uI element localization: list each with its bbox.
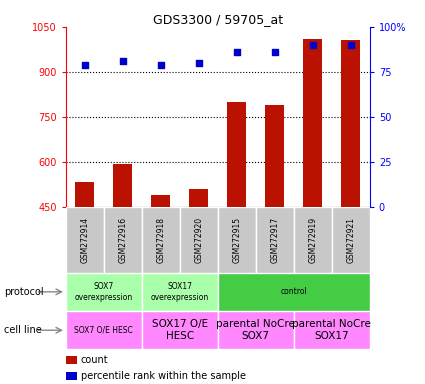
Bar	[256, 207, 294, 273]
Bar	[303, 39, 322, 207]
Text: GSM272916: GSM272916	[118, 217, 127, 263]
Bar	[218, 207, 256, 273]
Text: count: count	[81, 355, 108, 365]
Point	[119, 58, 126, 64]
Point	[347, 42, 354, 48]
Point	[233, 49, 240, 55]
Point	[272, 49, 278, 55]
Text: protocol: protocol	[4, 287, 44, 297]
Bar	[75, 182, 94, 207]
Text: GSM272919: GSM272919	[308, 217, 317, 263]
Text: parental NoCre
SOX17: parental NoCre SOX17	[292, 319, 371, 341]
Text: percentile rank within the sample: percentile rank within the sample	[81, 371, 246, 381]
Point	[82, 62, 88, 68]
Bar	[332, 207, 370, 273]
Bar	[142, 273, 218, 311]
Bar	[218, 311, 294, 349]
Bar	[180, 207, 218, 273]
Text: SOX17 O/E
HESC: SOX17 O/E HESC	[152, 319, 208, 341]
Text: SOX7
overexpression: SOX7 overexpression	[75, 282, 133, 301]
Bar	[66, 311, 142, 349]
Bar	[227, 102, 246, 207]
Point	[157, 62, 164, 68]
Point	[309, 42, 316, 48]
Bar	[189, 189, 208, 207]
Text: GSM272915: GSM272915	[232, 217, 241, 263]
Text: SOX17
overexpression: SOX17 overexpression	[151, 282, 209, 301]
Bar	[294, 207, 332, 273]
Bar	[66, 207, 104, 273]
Bar	[142, 207, 180, 273]
Bar	[113, 164, 132, 207]
Bar	[265, 105, 284, 207]
Text: SOX7 O/E HESC: SOX7 O/E HESC	[74, 326, 133, 335]
Bar	[104, 207, 142, 273]
Text: GSM272921: GSM272921	[346, 217, 355, 263]
Bar	[218, 273, 370, 311]
Text: cell line: cell line	[4, 325, 42, 335]
Bar	[151, 195, 170, 207]
Text: GSM272917: GSM272917	[270, 217, 279, 263]
Text: GSM272920: GSM272920	[194, 217, 203, 263]
Text: GSM272918: GSM272918	[156, 217, 165, 263]
Bar	[341, 40, 360, 207]
Text: parental NoCre
SOX7: parental NoCre SOX7	[216, 319, 295, 341]
Bar	[294, 311, 370, 349]
Text: control: control	[280, 287, 307, 296]
Point	[196, 60, 202, 66]
Bar	[142, 311, 218, 349]
Title: GDS3300 / 59705_at: GDS3300 / 59705_at	[153, 13, 283, 26]
Bar	[66, 273, 142, 311]
Text: GSM272914: GSM272914	[80, 217, 89, 263]
